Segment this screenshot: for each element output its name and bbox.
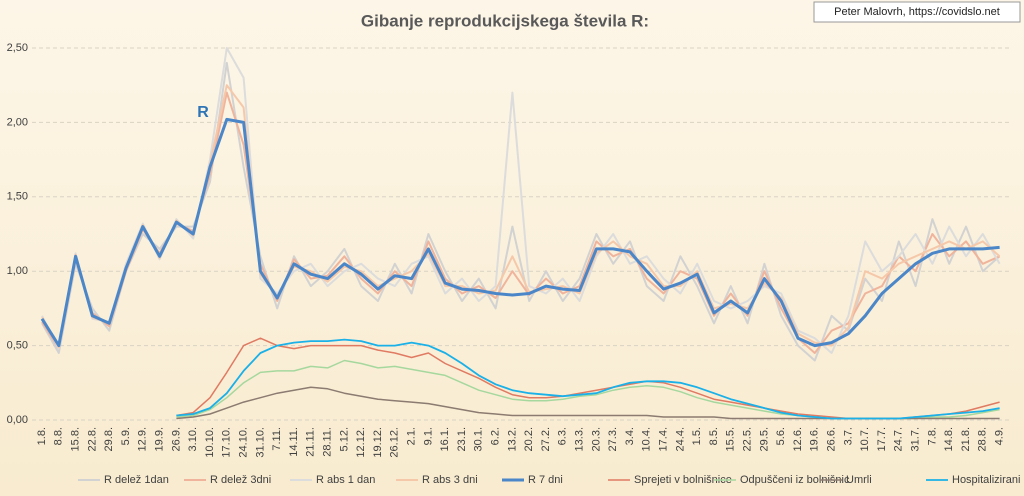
source-box [813,1,1021,23]
x-tick-label: 10.7. [859,427,871,451]
series-line [176,338,1000,420]
x-tick-label: 5.6. [775,427,787,445]
x-tick-label: 28.8. [977,427,989,451]
x-tick-label: 20.2. [523,427,535,451]
x-tick-label: 27.2. [540,427,552,451]
x-tick-label: 27.3. [607,427,619,451]
x-tick-label: 22.8. [86,427,98,451]
x-tick-label: 6.2. [490,427,502,445]
legend-label: R delež 3dni [210,474,271,486]
x-tick-label: 2.1. [406,427,418,445]
x-tick-label: 30.1. [473,427,485,451]
x-tick-label: 12.12. [355,427,367,458]
annotation: R [197,104,209,121]
x-tick-label: 7.8. [926,427,938,445]
x-tick-label: 28.11. [322,427,334,457]
x-tick-label: 24.7. [893,427,905,451]
y-tick-label: 1,50 [7,191,28,203]
x-tick-label: 6.3. [557,427,569,445]
legend-label: Hospitalizirani [952,474,1020,486]
x-tick-label: 12.6. [792,427,804,451]
x-tick-label: 31.10. [254,427,266,458]
x-tick-label: 19.12. [372,427,384,458]
y-tick-label: 2,00 [7,116,28,128]
x-tick-label: 3.7. [842,427,854,445]
legend-label: Odpuščeni iz bolnišnic [740,474,850,486]
x-tick-label: 29.8. [103,427,115,451]
y-tick-label: 0,50 [7,340,28,352]
x-tick-label: 19.9. [154,427,166,451]
x-tick-label: 19.6. [809,427,821,451]
x-tick-label: 10.4. [641,427,653,451]
legend-label: R 7 dni [528,474,563,486]
x-tick-label: 5.9. [120,427,132,445]
x-tick-label: 13.2. [506,427,518,451]
x-tick-label: 15.8. [70,427,82,451]
x-tick-label: 21.8. [960,427,972,451]
x-tick-label: 1.8. [36,427,48,445]
x-tick-label: 10.10. [204,427,216,458]
x-tick-label: 26.12. [389,427,401,458]
legend-label: R delež 1dan [104,474,169,486]
x-tick-label: 23.1. [456,427,468,451]
x-tick-label: 26.9. [170,427,182,451]
x-tick-label: 12.9. [137,427,149,451]
x-tick-label: 15.5. [725,427,737,451]
x-tick-label: 21.11. [305,427,317,457]
y-tick-label: 0,00 [7,414,28,426]
x-tick-label: 14.8. [943,427,955,451]
source: Peter Malovrh, https://covidslo.net [834,6,1000,18]
x-tick-label: 3.4. [624,427,636,445]
y-tick-label: 1,00 [7,265,28,277]
x-tick-label: 22.5. [742,427,754,451]
legend-label: Sprejeti v bolnišnice [634,474,732,486]
series-line [40,117,1000,348]
x-tick-label: 24.4. [674,427,686,451]
x-tick-label: 29.5. [758,427,770,451]
lines [40,47,1001,420]
x-tick-label: 5.12. [338,427,350,451]
x-tick-label: 20.3. [590,427,602,451]
x-tick-label: 17.4. [658,427,670,451]
legend-label: R abs 1 dan [316,474,375,486]
legend-label: R abs 3 dni [422,474,478,486]
y-tick-label: 2,50 [7,42,28,54]
x-tick-label: 31.7. [910,427,922,451]
x-tick-label: 16.1. [439,427,451,451]
x-tick-label: 17.7. [876,427,888,451]
x-tick-label: 1.5. [691,427,703,445]
x-tick-label: 26.6. [826,427,838,451]
x-tick-label: 3.10. [187,427,199,451]
legend-label: Umrli [846,474,872,486]
x-tick-label: 17.10. [221,427,233,458]
chart-title: Gibanje reprodukcijskega števila R: [361,11,649,30]
x-tick-label: 24.10. [238,427,250,458]
x-tick-label: 8.5. [708,427,720,445]
x-tick-label: 13.3. [574,427,586,451]
x-tick-label: 4.9. [994,427,1006,445]
x-tick-label: 14.11. [288,427,300,457]
x-tick-label: 8.8. [53,427,65,445]
x-tick-label: 9.1. [422,427,434,445]
x-tick-label: 7.11. [271,427,283,451]
